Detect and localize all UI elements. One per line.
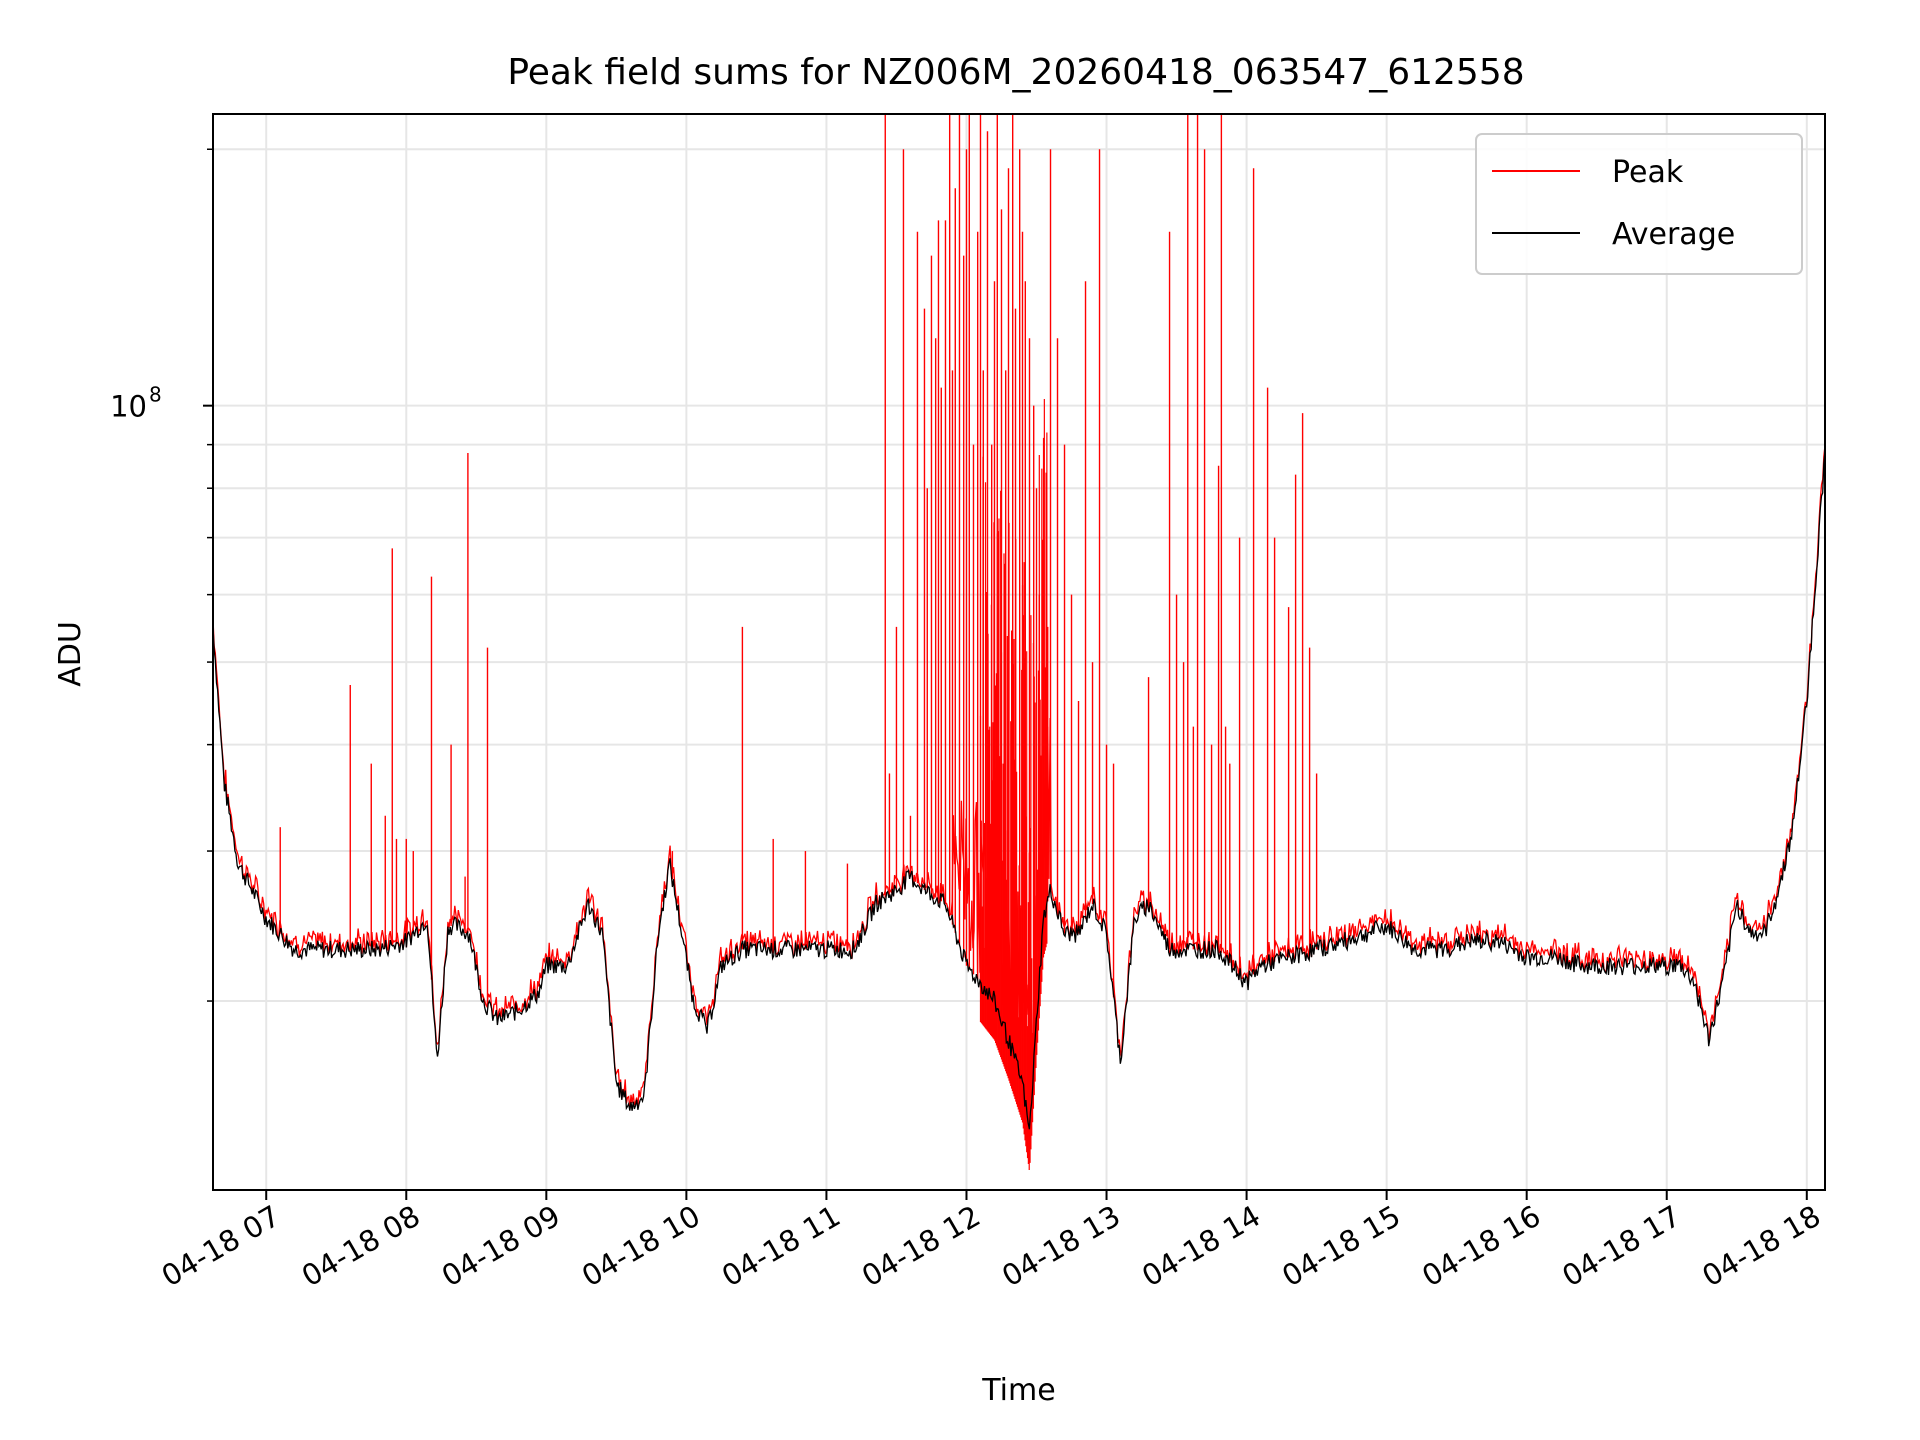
y-tick-label-base: 10 — [110, 390, 147, 424]
plot-frame — [212, 113, 1826, 1191]
y-axis-label: ADU — [53, 621, 88, 687]
chart-title: Peak field sums for NZ006M_20260418_0635… — [507, 52, 1524, 93]
legend-label-peak: Peak — [1612, 155, 1684, 190]
y-tick-label-exponent: 8 — [149, 383, 162, 407]
legend-box — [1475, 133, 1803, 275]
x-axis-label: Time — [981, 1373, 1055, 1408]
average-series — [213, 451, 1825, 1130]
y-axis-ticks: 10 8 — [110, 148, 213, 1002]
legend: Peak Average — [1475, 133, 1803, 275]
peak-series — [213, 114, 1825, 1170]
average-series-line — [213, 451, 1825, 1130]
legend-label-average: Average — [1612, 217, 1735, 252]
